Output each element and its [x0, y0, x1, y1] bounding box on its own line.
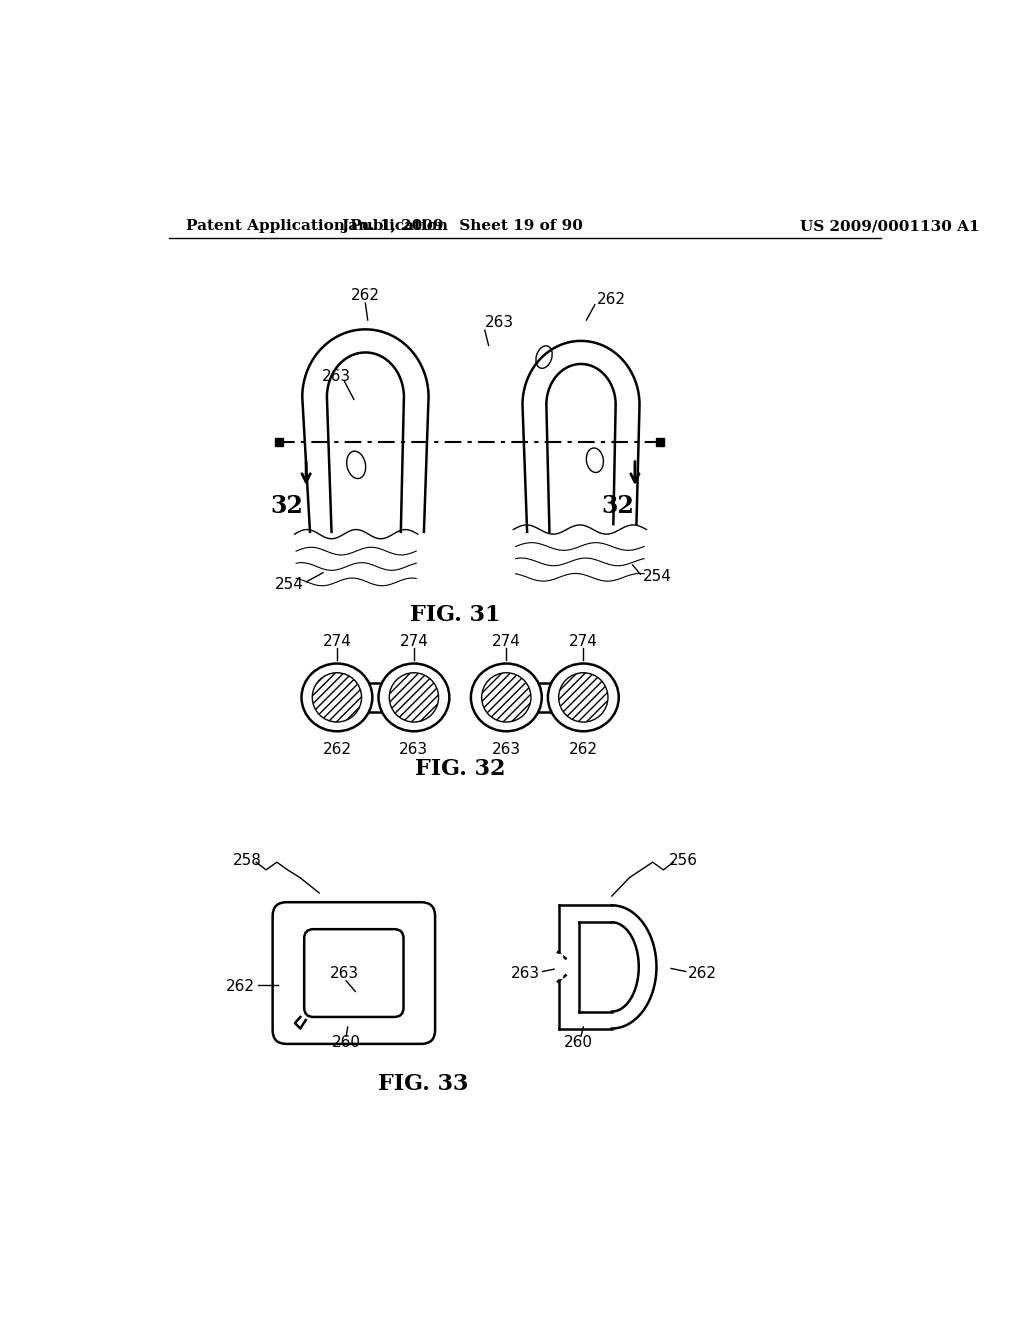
- Text: 263: 263: [484, 315, 514, 330]
- Text: 274: 274: [492, 635, 521, 649]
- Text: FIG. 33: FIG. 33: [378, 1073, 468, 1096]
- Ellipse shape: [471, 664, 542, 731]
- Text: 258: 258: [233, 853, 262, 869]
- Text: 263: 263: [323, 368, 351, 384]
- Text: 262: 262: [688, 965, 717, 981]
- Text: 260: 260: [564, 1035, 593, 1049]
- Bar: [275, 438, 283, 446]
- Ellipse shape: [559, 673, 608, 722]
- Text: 256: 256: [669, 853, 698, 869]
- Text: 260: 260: [332, 1035, 360, 1049]
- Text: 262: 262: [351, 288, 380, 304]
- Text: 274: 274: [323, 635, 351, 649]
- Text: FIG. 31: FIG. 31: [411, 605, 501, 626]
- Bar: [656, 438, 665, 446]
- Text: 262: 262: [596, 292, 626, 306]
- Text: 262: 262: [323, 742, 351, 758]
- Ellipse shape: [548, 664, 618, 731]
- Text: 263: 263: [511, 965, 541, 981]
- Text: FIG. 32: FIG. 32: [415, 758, 506, 780]
- Ellipse shape: [301, 664, 373, 731]
- Ellipse shape: [481, 673, 531, 722]
- Bar: [535, 682, 556, 711]
- Text: US 2009/0001130 A1: US 2009/0001130 A1: [801, 219, 980, 234]
- Text: 262: 262: [568, 742, 598, 758]
- Ellipse shape: [389, 673, 438, 722]
- Text: 274: 274: [399, 635, 428, 649]
- Text: 32: 32: [601, 495, 635, 519]
- Text: 254: 254: [274, 577, 304, 591]
- Text: Jan. 1, 2009   Sheet 19 of 90: Jan. 1, 2009 Sheet 19 of 90: [341, 219, 583, 234]
- Text: 263: 263: [492, 742, 521, 758]
- Text: 263: 263: [330, 965, 359, 981]
- Text: Patent Application Publication: Patent Application Publication: [186, 219, 449, 234]
- Text: 263: 263: [399, 742, 428, 758]
- Ellipse shape: [379, 664, 450, 731]
- Text: 32: 32: [270, 495, 303, 519]
- Text: 262: 262: [226, 978, 255, 994]
- Text: 274: 274: [569, 635, 598, 649]
- Text: 254: 254: [643, 569, 672, 583]
- Bar: [365, 682, 386, 711]
- Ellipse shape: [312, 673, 361, 722]
